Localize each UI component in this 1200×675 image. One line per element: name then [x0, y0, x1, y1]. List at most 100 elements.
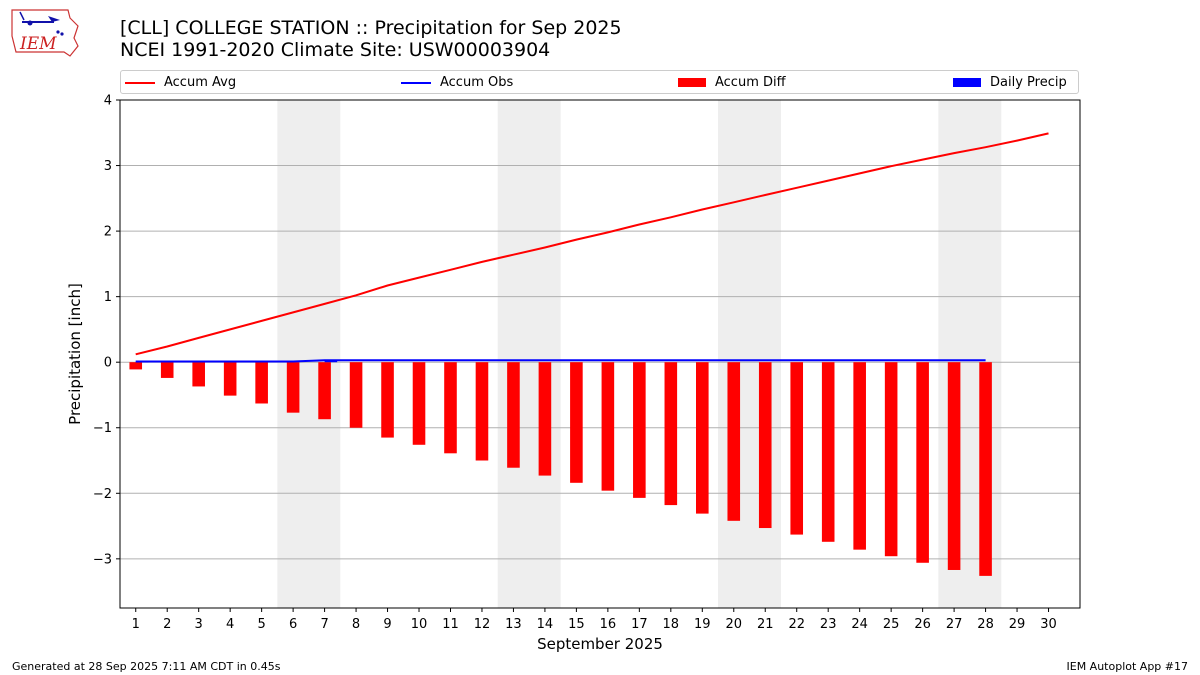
accum-diff-bar — [601, 362, 615, 491]
accum-diff-bar — [129, 362, 143, 370]
accum-diff-bar — [286, 362, 300, 413]
x-tick-label: 3 — [195, 617, 203, 632]
accum-diff-bar — [727, 362, 741, 521]
accum-diff-bar — [318, 362, 331, 420]
x-axis: 1 2 3 4 5 6 7 8 9 10 11 12 13 14 15 16 17 18 19 20 21 22 23 24 2… — [132, 608, 1057, 632]
chart-legend: Accum Avg Accum Obs Accum Diff Daily Pre… — [120, 70, 1079, 94]
x-tick-label: 12 — [474, 617, 491, 632]
x-tick-label: 6 — [289, 617, 297, 632]
y-tick-label: 2 — [104, 225, 112, 240]
accum-diff-bar — [853, 362, 866, 550]
x-tick-label: 7 — [320, 617, 328, 632]
accum-avg-line — [135, 132, 1049, 356]
x-tick-label: 26 — [914, 617, 931, 632]
x-tick-label: 22 — [788, 617, 805, 632]
accum-diff-bars — [129, 362, 992, 576]
x-tick-label: 13 — [505, 617, 522, 632]
legend-swatch-accum-obs — [401, 81, 431, 84]
x-tick-label: 1 — [132, 617, 140, 632]
x-tick-label: 30 — [1040, 617, 1057, 632]
chart-title: [CLL] COLLEGE STATION :: Precipitation f… — [120, 17, 622, 39]
x-tick-label: 16 — [600, 617, 617, 632]
legend-swatch-daily-precip — [953, 78, 981, 87]
x-tick-label: 9 — [383, 617, 391, 632]
accum-diff-bar — [349, 362, 363, 428]
accum-diff-bar — [633, 362, 646, 498]
x-tick-label: 5 — [257, 617, 265, 632]
accum-diff-bar — [821, 362, 835, 542]
y-tick-label: 1 — [104, 290, 112, 305]
accum-diff-bar — [192, 362, 205, 387]
legend-label-accum-obs: Accum Obs — [440, 75, 514, 90]
legend-label-daily-precip: Daily Precip — [990, 75, 1067, 90]
legend-label-accum-avg: Accum Avg — [164, 75, 237, 90]
y-tick-label: −3 — [93, 552, 112, 567]
accum-diff-bar — [916, 362, 929, 563]
weekend-band-1 — [277, 100, 341, 608]
x-tick-label: 28 — [977, 617, 994, 632]
grid-lines — [120, 99, 1080, 560]
footer-app: IEM Autoplot App #17 — [1066, 660, 1189, 673]
accum-diff-bar — [947, 362, 961, 570]
x-tick-label: 4 — [226, 617, 234, 632]
accum-diff-bar — [758, 362, 772, 529]
x-tick-label: 19 — [694, 617, 711, 632]
iem-logo: IEM — [11, 9, 79, 57]
accum-diff-bar — [160, 362, 174, 378]
chart-subtitle: NCEI 1991-2020 Climate Site: USW00003904 — [120, 39, 551, 61]
y-tick-label: 3 — [104, 159, 112, 174]
accum-diff-bar — [412, 362, 426, 445]
x-tick-label: 8 — [352, 617, 360, 632]
legend-swatch-accum-diff — [678, 78, 706, 87]
accum-diff-bar — [570, 362, 583, 483]
legend-swatch-accum-avg — [125, 81, 155, 84]
accum-diff-bar — [507, 362, 520, 468]
logo-text: IEM — [19, 34, 57, 54]
legend-item-daily-precip: Daily Precip — [953, 74, 1067, 91]
accum-diff-bar — [696, 362, 709, 514]
x-tick-label: 20 — [725, 617, 742, 632]
legend-item-accum-obs: Accum Obs — [401, 74, 513, 91]
x-tick-label: 18 — [663, 617, 680, 632]
weekend-band-3 — [718, 100, 781, 608]
legend-item-accum-avg: Accum Avg — [125, 74, 236, 91]
accum-diff-bar — [884, 362, 898, 557]
accum-diff-bar — [475, 362, 489, 461]
accum-diff-bar — [664, 362, 678, 506]
legend-item-accum-diff: Accum Diff — [678, 74, 786, 91]
footer-generated: Generated at 28 Sep 2025 7:11 AM CDT in … — [12, 660, 281, 673]
accum-diff-bar — [979, 362, 992, 576]
accum-diff-bar — [381, 362, 394, 438]
legend-label-accum-diff: Accum Diff — [715, 75, 786, 90]
y-axis-label: Precipitation [inch] — [66, 283, 84, 425]
x-tick-label: 29 — [1009, 617, 1026, 632]
y-axis: −3 −2 −1 0 1 2 3 4 — [93, 94, 120, 567]
y-tick-label: −1 — [93, 421, 112, 436]
plot-frame — [119, 99, 1081, 609]
accum-diff-bar — [255, 362, 268, 404]
x-tick-label: 24 — [851, 617, 868, 632]
y-tick-label: 4 — [104, 94, 112, 109]
y-tick-label: 0 — [104, 356, 112, 371]
accum-diff-bar — [444, 362, 457, 454]
x-tick-label: 25 — [883, 617, 900, 632]
accum-diff-bar — [538, 362, 552, 476]
x-tick-label: 23 — [820, 617, 837, 632]
x-axis-label: September 2025 — [537, 635, 663, 653]
accum-diff-bar — [223, 362, 237, 396]
x-tick-label: 27 — [946, 617, 963, 632]
y-tick-label: −2 — [93, 487, 112, 502]
x-tick-label: 11 — [442, 617, 459, 632]
x-tick-label: 15 — [568, 617, 585, 632]
accum-diff-bar — [790, 362, 804, 535]
x-tick-label: 10 — [411, 617, 428, 632]
series-lines — [135, 132, 1049, 363]
x-tick-label: 21 — [757, 617, 774, 632]
x-tick-label: 2 — [163, 617, 171, 632]
weekend-band-2 — [497, 100, 561, 608]
x-tick-label: 17 — [631, 617, 648, 632]
accum-obs-line — [135, 359, 986, 363]
x-tick-label: 14 — [537, 617, 554, 632]
daily-precip-bar — [324, 360, 338, 363]
